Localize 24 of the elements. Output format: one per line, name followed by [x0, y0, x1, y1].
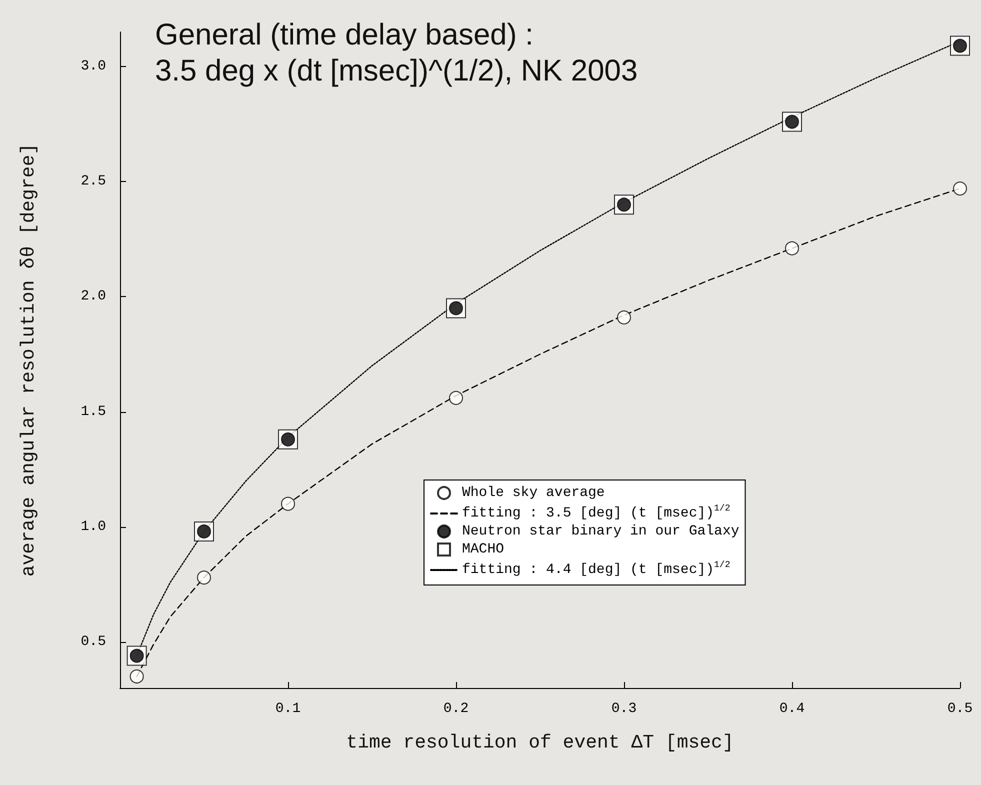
y-tick-label: 0.5 [80, 634, 106, 650]
x-tick-label: 0.3 [611, 701, 637, 717]
y-tick-label: 1.5 [80, 404, 106, 420]
x-axis-title: time resolution of event ΔT [msec] [346, 732, 734, 754]
x-tick-label: 0.5 [947, 701, 973, 717]
y-tick-label: 1.0 [80, 518, 106, 535]
point [953, 182, 967, 196]
point [449, 390, 463, 405]
point [197, 570, 211, 585]
point [281, 496, 295, 511]
x-tick-label: 0.1 [275, 701, 301, 717]
legend-label: MACHO [462, 542, 504, 558]
point [617, 310, 631, 324]
y-tick-label: 3.0 [80, 58, 106, 75]
chart-title: General (time delay based) : 3.5 deg x (dt [msec])^(1/2), NK 2003 [155, 18, 638, 88]
legend-label: Neutron star binary in our Galaxy [462, 524, 740, 540]
x-tick-label: 0.4 [779, 701, 805, 717]
point [130, 669, 144, 684]
x-tick-label: 0.2 [443, 701, 469, 717]
y-tick-label: 2.0 [80, 288, 106, 305]
y-tick-label: 2.5 [80, 174, 106, 190]
point [785, 241, 799, 256]
y-axis-title: average angular resolution δθ [degree] [18, 143, 40, 577]
legend-label: Whole sky average [462, 485, 605, 501]
